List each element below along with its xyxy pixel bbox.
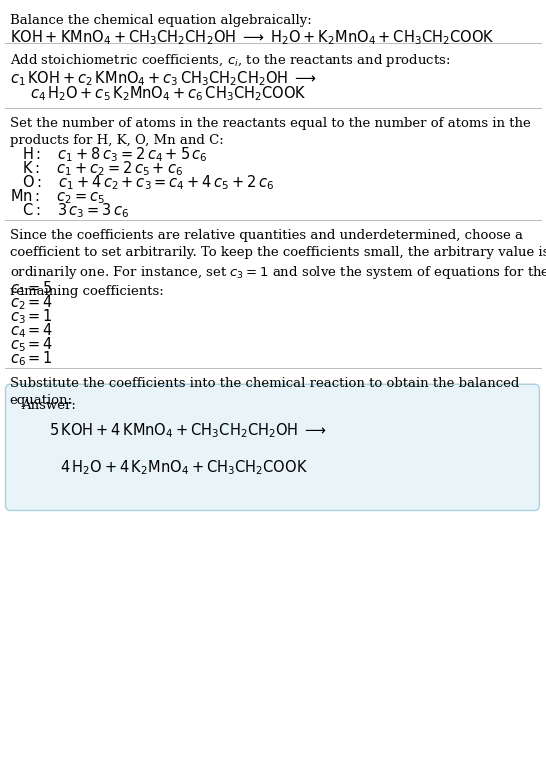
Text: $\mathrm{K:}\quad c_1 + c_2 = 2\,c_5 + c_6$: $\mathrm{K:}\quad c_1 + c_2 = 2\,c_5 + c… [22, 159, 183, 178]
Text: $4\,\mathrm{H_2O} + 4\,\mathrm{K_2MnO_4} + \mathrm{CH_3CH_2COOK}$: $4\,\mathrm{H_2O} + 4\,\mathrm{K_2MnO_4}… [60, 458, 308, 477]
Text: $c_4 = 4$: $c_4 = 4$ [10, 321, 53, 340]
Text: $c_4\,\mathrm{H_2O} + c_5\,\mathrm{K_2MnO_4} + c_6\,\mathrm{CH_3CH_2COOK}$: $c_4\,\mathrm{H_2O} + c_5\,\mathrm{K_2Mn… [30, 85, 307, 103]
Text: Add stoichiometric coefficients, $c_i$, to the reactants and products:: Add stoichiometric coefficients, $c_i$, … [10, 52, 450, 69]
Text: $c_3 = 1$: $c_3 = 1$ [10, 307, 52, 326]
Text: Answer:: Answer: [21, 399, 76, 412]
Text: $c_1 = 5$: $c_1 = 5$ [10, 280, 53, 298]
Text: $\mathrm{O:}\quad c_1 + 4\,c_2 + c_3 = c_4 + 4\,c_5 + 2\,c_6$: $\mathrm{O:}\quad c_1 + 4\,c_2 + c_3 = c… [22, 173, 274, 192]
Text: Balance the chemical equation algebraically:: Balance the chemical equation algebraica… [10, 14, 312, 27]
Text: Set the number of atoms in the reactants equal to the number of atoms in the
pro: Set the number of atoms in the reactants… [10, 117, 531, 147]
Text: $c_1\,\mathrm{KOH} + c_2\,\mathrm{KMnO_4} + c_3\,\mathrm{CH_3CH_2CH_2OH} \;\long: $c_1\,\mathrm{KOH} + c_2\,\mathrm{KMnO_4… [10, 69, 317, 88]
Text: $\mathrm{C:}\quad 3\,c_3 = 3\,c_6$: $\mathrm{C:}\quad 3\,c_3 = 3\,c_6$ [22, 201, 129, 219]
Text: Substitute the coefficients into the chemical reaction to obtain the balanced
eq: Substitute the coefficients into the che… [10, 377, 519, 407]
Text: $5\,\mathrm{KOH} + 4\,\mathrm{KMnO_4} + \mathrm{CH_3CH_2CH_2OH} \;\longrightarro: $5\,\mathrm{KOH} + 4\,\mathrm{KMnO_4} + … [49, 421, 327, 440]
Text: Since the coefficients are relative quantities and underdetermined, choose a
coe: Since the coefficients are relative quan… [10, 229, 546, 298]
Text: $c_5 = 4$: $c_5 = 4$ [10, 335, 53, 353]
Text: $\mathrm{Mn:}\quad c_2 = c_5$: $\mathrm{Mn:}\quad c_2 = c_5$ [10, 187, 105, 206]
FancyBboxPatch shape [5, 384, 539, 511]
Text: $\mathrm{KOH + KMnO_4 + CH_3CH_2CH_2OH \;\longrightarrow\; H_2O + K_2MnO_4 + CH_: $\mathrm{KOH + KMnO_4 + CH_3CH_2CH_2OH \… [10, 28, 495, 47]
Text: $c_6 = 1$: $c_6 = 1$ [10, 349, 52, 367]
Text: $c_2 = 4$: $c_2 = 4$ [10, 293, 53, 312]
Text: $\mathrm{H:}\quad c_1 + 8\,c_3 = 2\,c_4 + 5\,c_6$: $\mathrm{H:}\quad c_1 + 8\,c_3 = 2\,c_4 … [22, 146, 207, 164]
